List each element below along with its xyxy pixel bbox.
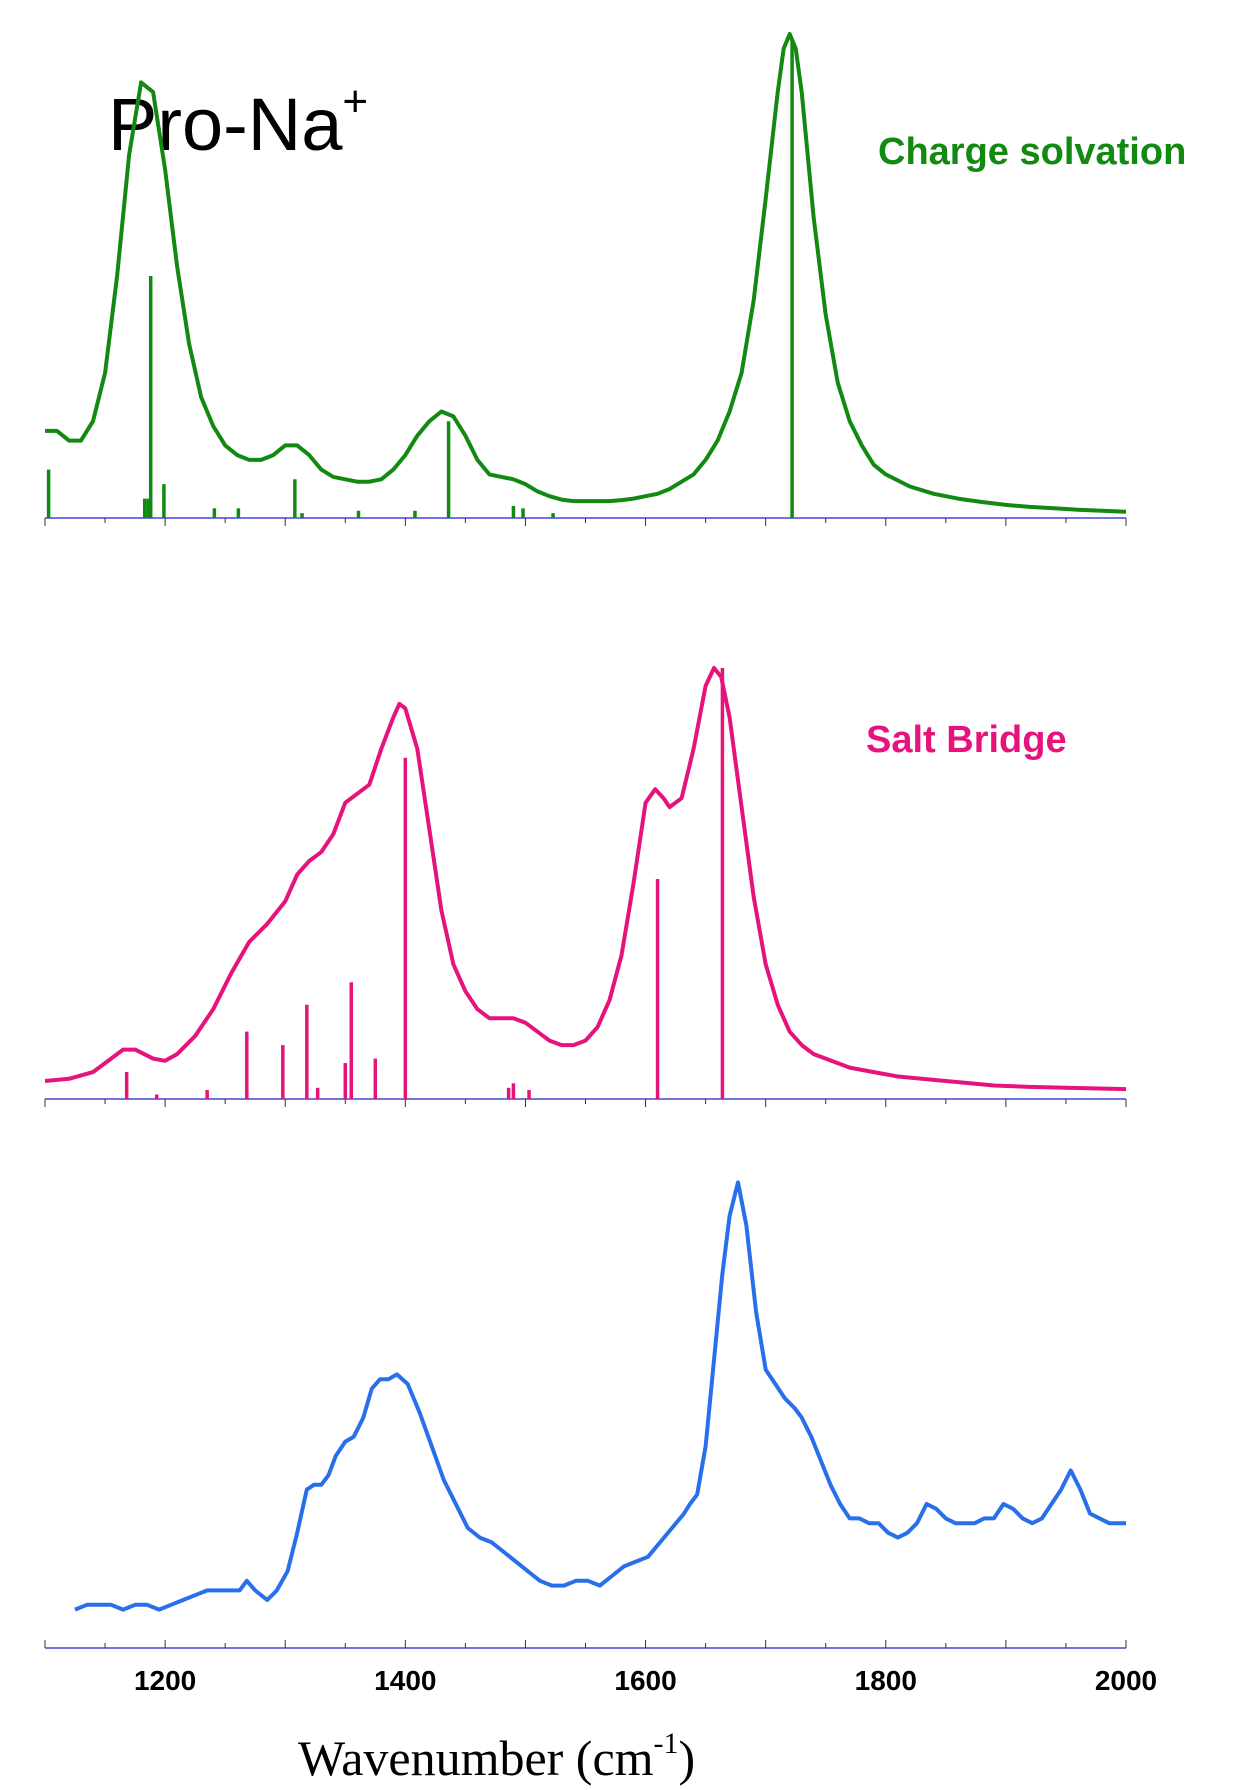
panel-salt-bridge: Salt Bridge: [44, 666, 1127, 1107]
x-tick-label: 2000: [1095, 1665, 1157, 1696]
series-label-salt-bridge: Salt Bridge: [866, 719, 1067, 761]
x-tick-label: 1800: [855, 1665, 917, 1696]
figure-title-main: Pro-Na: [108, 83, 343, 166]
x-axis-label: Wavenumber (cm-1): [298, 1727, 695, 1786]
x-tick-label: 1200: [134, 1665, 196, 1696]
spectrum-line-experimental: [74, 1180, 1126, 1612]
spectrum-line-salt-bridge: [44, 666, 1127, 1092]
spectra-panels: Charge solvation Salt Bridge: [44, 32, 1186, 1649]
x-axis-label-main: Wavenumber (cm: [298, 1730, 654, 1786]
x-axis-label-sup: -1: [654, 1727, 679, 1760]
x-axis-label-close: ): [679, 1730, 696, 1786]
spectrum-line-charge-solvation: [45, 32, 1127, 514]
panel-charge-solvation: Charge solvation: [44, 32, 1186, 526]
series-label-charge-solvation: Charge solvation: [878, 131, 1186, 173]
x-tick-labels: 1200 1400 1600 1800 2000: [134, 1665, 1157, 1696]
figure-title: Pro-Na+: [108, 77, 368, 166]
figure-title-sup: +: [342, 77, 368, 126]
x-tick-label: 1600: [614, 1665, 676, 1696]
x-tick-label: 1400: [374, 1665, 436, 1696]
panel-experimental: [44, 1180, 1127, 1649]
